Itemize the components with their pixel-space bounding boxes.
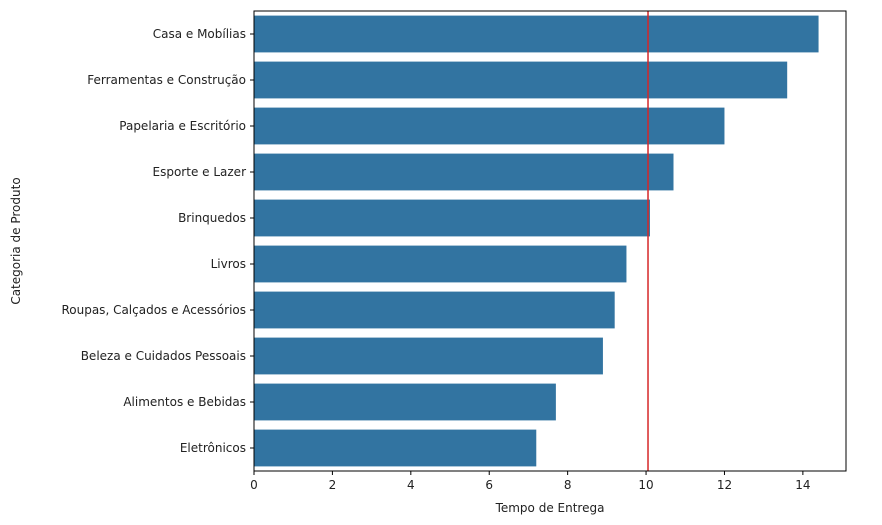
x-tick-label: 0	[250, 478, 258, 492]
y-tick-label: Beleza e Cuidados Pessoais	[81, 349, 246, 363]
x-tick-label: 14	[795, 478, 810, 492]
x-tick-label: 4	[407, 478, 415, 492]
bar	[254, 61, 788, 99]
bar	[254, 291, 615, 329]
bar	[254, 337, 603, 375]
y-axis-label: Categoria de Produto	[9, 177, 23, 304]
bar	[254, 15, 819, 53]
y-tick-label: Brinquedos	[178, 211, 246, 225]
y-tick-label: Alimentos e Bebidas	[123, 395, 246, 409]
y-tick-label: Esporte e Lazer	[153, 165, 247, 179]
x-tick-label: 6	[485, 478, 493, 492]
bar	[254, 107, 725, 145]
x-tick-label: 12	[717, 478, 732, 492]
plot-frame	[253, 10, 847, 472]
x-tick-label: 10	[638, 478, 653, 492]
y-tick-label: Papelaria e Escritório	[119, 119, 246, 133]
bars-group	[254, 15, 819, 467]
y-tick-label: Livros	[211, 257, 246, 271]
y-tick-label: Roupas, Calçados e Acessórios	[61, 303, 246, 317]
y-tick-label: Casa e Mobílias	[153, 27, 246, 41]
bar	[254, 383, 556, 421]
x-axis-label: Tempo de Entrega	[495, 501, 605, 515]
y-tick-label: Ferramentas e Construção	[87, 73, 246, 87]
bar	[254, 199, 650, 237]
x-axis-ticks: 0 2 4 6 8 10 12 14	[250, 471, 811, 492]
y-axis-ticks: Casa e Mobílias Ferramentas e Construção P…	[61, 27, 254, 455]
bar	[254, 153, 674, 191]
y-tick-label: Eletrônicos	[180, 441, 246, 455]
x-tick-label: 8	[564, 478, 572, 492]
bar	[254, 245, 627, 283]
bar	[254, 429, 537, 467]
x-tick-label: 2	[329, 478, 337, 492]
